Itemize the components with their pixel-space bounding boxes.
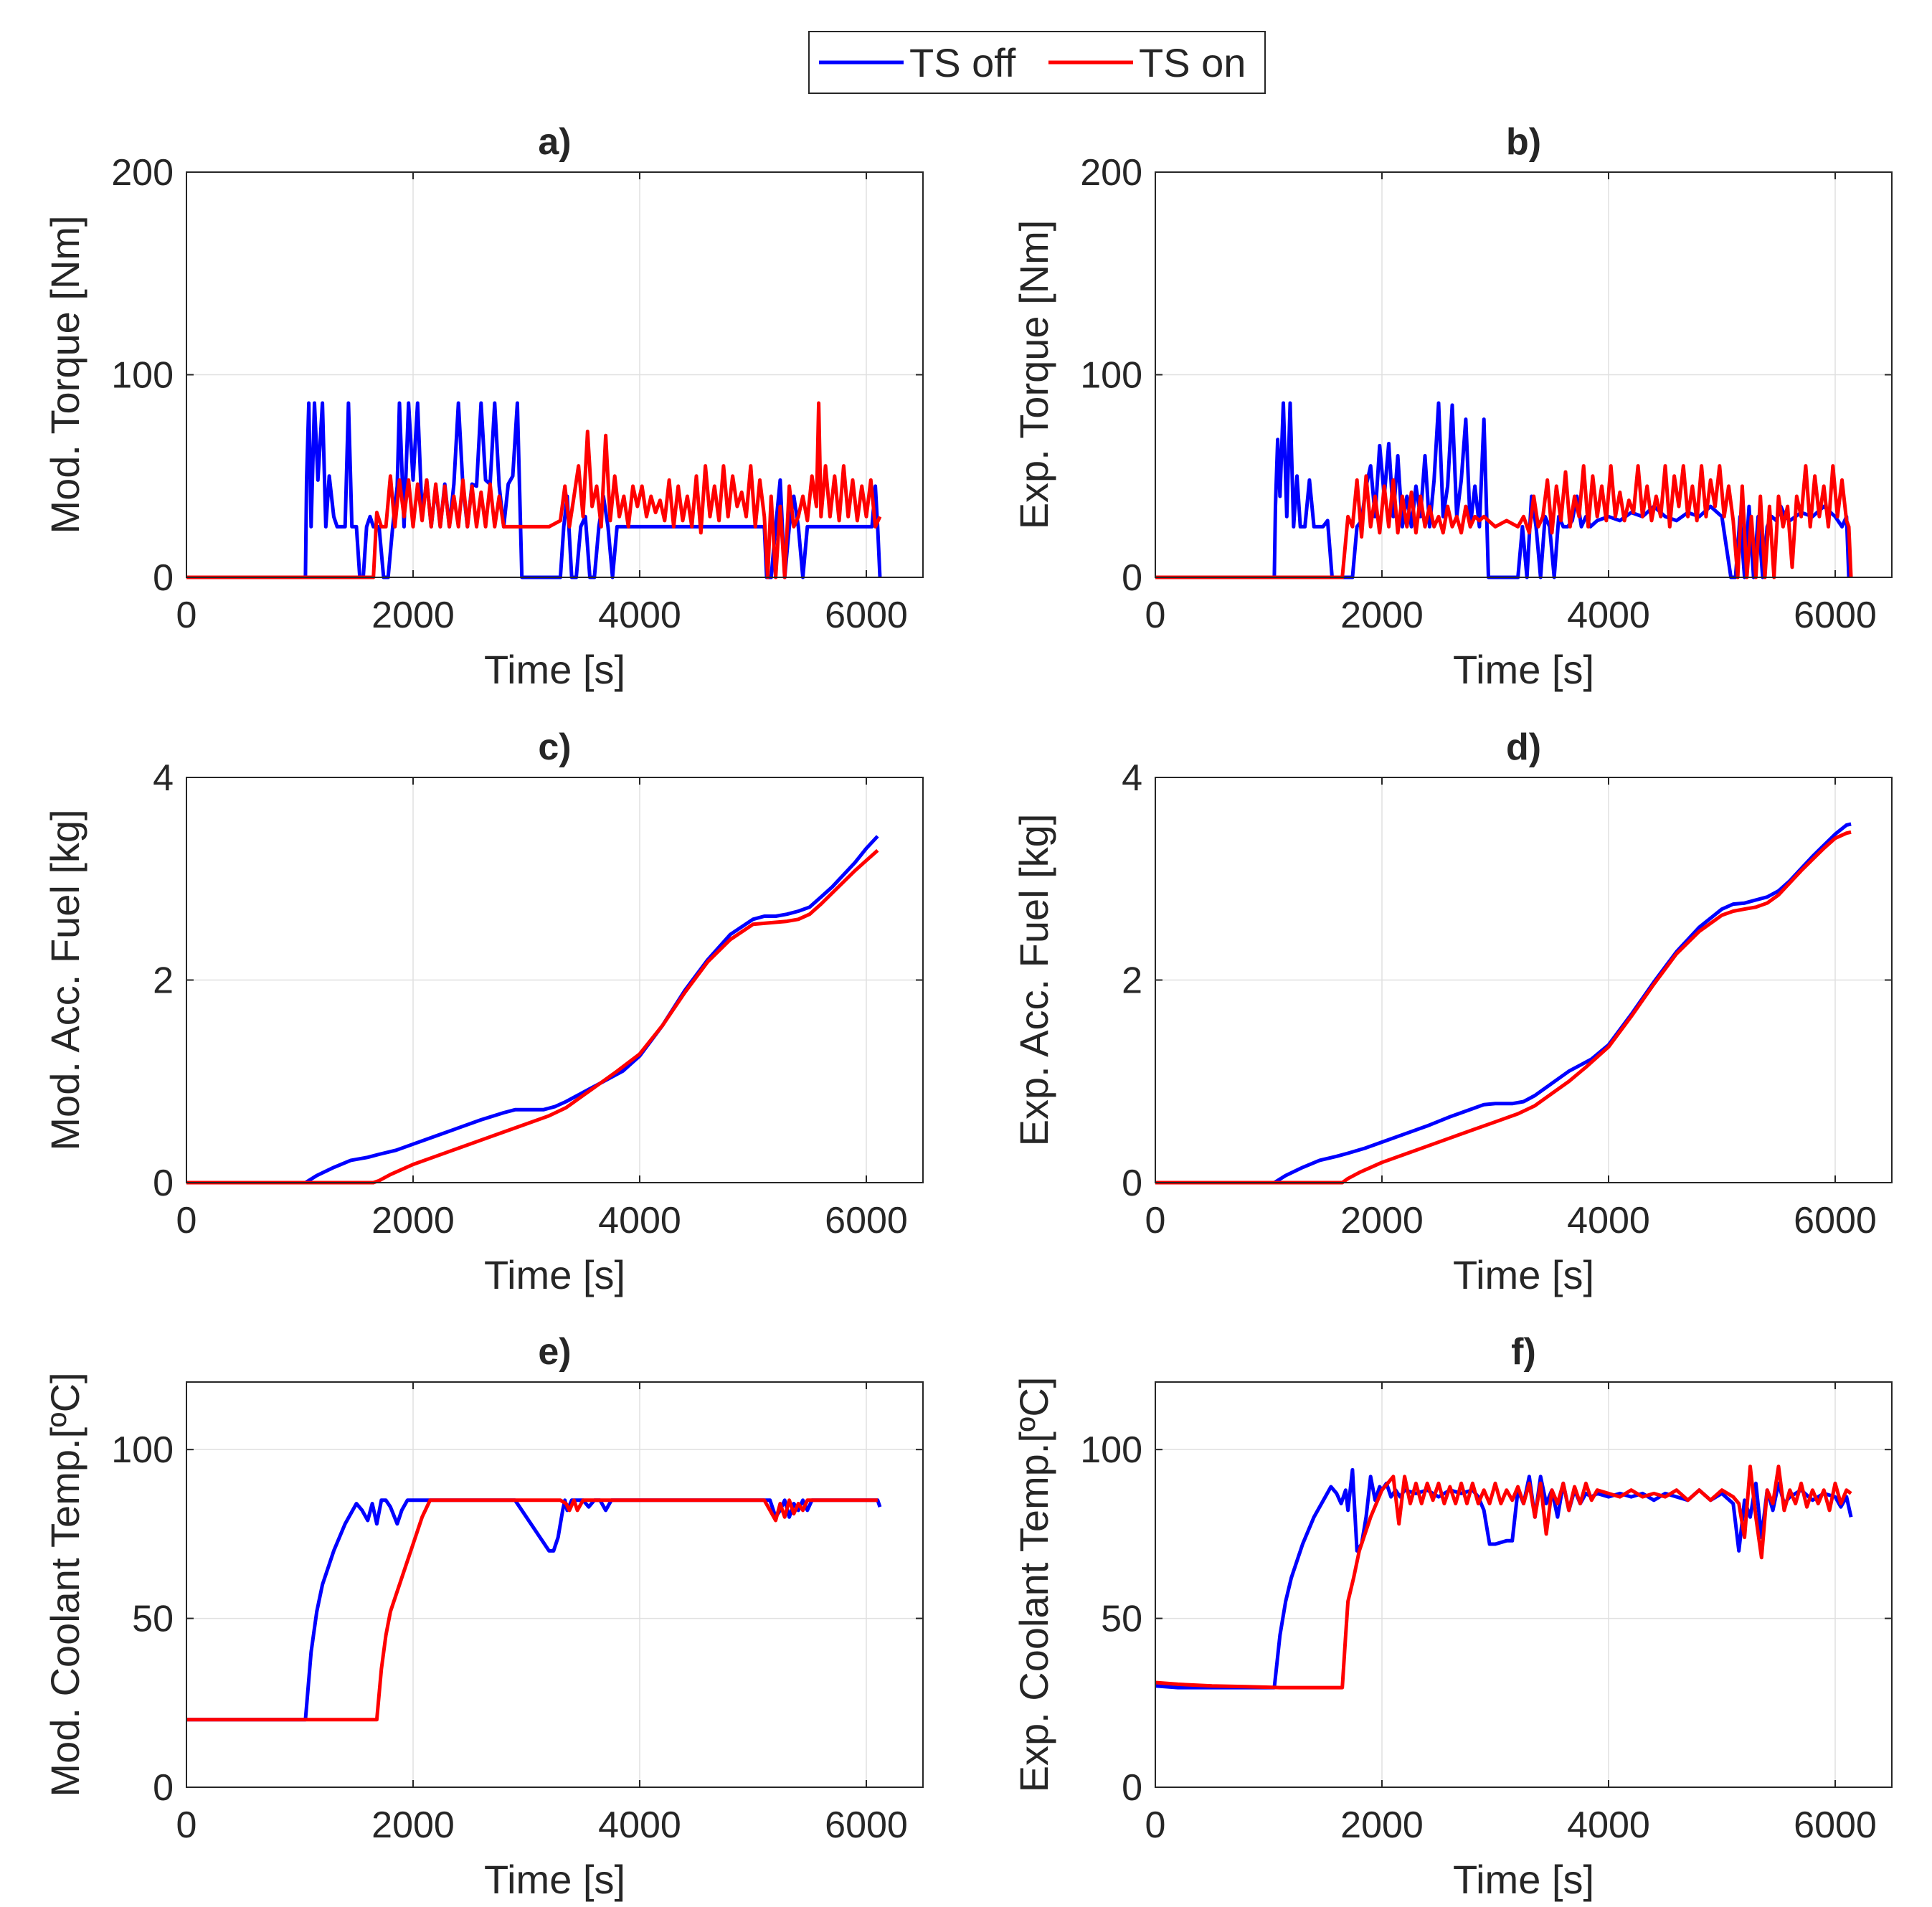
panel-b-xtick-label-2000: 2000: [1340, 595, 1424, 636]
panel-d: 0 2000 4000 6000 0 2 4 d) Time [s] Exp. Acc. Fuel…: [1011, 727, 1893, 1297]
panel-d-ylabel: Exp. Acc. Fuel [kg]: [1011, 814, 1056, 1147]
panel-c-xlabel: Time [s]: [484, 1252, 625, 1297]
panel-b: 0 2000 4000 6000 0 100 200 b) Time [s] Exp. Torqu…: [1011, 121, 1893, 692]
panel-b-xtick-label-4000: 4000: [1567, 595, 1650, 636]
legend-label-ts-on: TS on: [1139, 40, 1246, 85]
panel-e-axes-box: [186, 1381, 924, 1788]
panel-a-xtick-label-2000: 2000: [371, 595, 455, 636]
panel-d-xtick-label-2000: 2000: [1340, 1200, 1424, 1241]
panel-c-ytick-label-4: 4: [153, 757, 174, 799]
panel-f-ylabel: Exp. Coolant Temp.[ºC]: [1011, 1377, 1056, 1793]
panel-c-xtick-label-4000: 4000: [598, 1200, 681, 1241]
panel-b-title: b): [1506, 121, 1541, 163]
panel-f-plot-area: [1155, 1382, 1892, 1787]
panel-b-ytick-label-0: 0: [1122, 557, 1142, 599]
panel-a-xlabel: Time [s]: [484, 647, 625, 692]
panel-d-line-ts-on: [1155, 830, 1852, 1185]
panel-d-xtick-label-0: 0: [1145, 1200, 1166, 1241]
panel-f: 0 2000 4000 6000 0 50 100 f) Time [s] Exp. Coolan…: [1011, 1331, 1893, 1902]
panel-c-title: c): [538, 727, 571, 768]
panel-b-ytick-label-200: 200: [1080, 152, 1142, 194]
panel-d-xtick-label-6000: 6000: [1794, 1200, 1877, 1241]
panel-c: 0 2000 4000 6000 0 2 4 c) Time [s] Mod. Acc. Fuel…: [42, 727, 924, 1297]
legend-label-ts-off: TS off: [909, 40, 1016, 85]
panel-e: 0 2000 4000 6000 0 50 100 e) Time [s] Mod. Coolan…: [42, 1331, 924, 1902]
panel-b-ylabel: Exp. Torque [Nm]: [1011, 220, 1056, 530]
panel-f-xlabel: Time [s]: [1453, 1857, 1594, 1902]
panel-b-xtick-label-6000: 6000: [1794, 595, 1877, 636]
panel-d-ytick-label-2: 2: [1122, 960, 1142, 1002]
panel-d-ytick-label-0: 0: [1122, 1163, 1142, 1204]
panel-f-ytick-label-0: 0: [1122, 1767, 1142, 1809]
panel-e-ytick-label-0: 0: [153, 1767, 174, 1809]
panel-f-axes-box: [1155, 1381, 1893, 1788]
panel-c-xtick-label-0: 0: [176, 1200, 197, 1241]
panel-a-xtick-label-4000: 4000: [598, 595, 681, 636]
panel-f-xtick-label-0: 0: [1145, 1804, 1166, 1846]
panel-a: 0 2000 4000 6000 0 100 200 a) Time [s] Mod. Torqu…: [42, 121, 924, 692]
panel-b-line-ts-on: [1155, 464, 1853, 579]
panel-d-ytick-label-4: 4: [1122, 757, 1142, 799]
panel-c-xtick-label-6000: 6000: [825, 1200, 908, 1241]
panel-a-ytick-label-0: 0: [153, 557, 174, 599]
panel-a-xtick-label-0: 0: [176, 595, 197, 636]
panel-b-xtick-label-0: 0: [1145, 595, 1166, 636]
panel-f-ytick-label-100: 100: [1080, 1429, 1142, 1471]
panel-e-xtick-label-4000: 4000: [598, 1804, 681, 1846]
panel-c-line-ts-on: [186, 848, 879, 1185]
panel-e-xtick-label-0: 0: [176, 1804, 197, 1846]
panel-a-title: a): [538, 121, 571, 163]
panel-e-line-ts-off: [186, 1498, 882, 1722]
panel-f-xtick-label-6000: 6000: [1794, 1804, 1877, 1846]
panel-e-title: e): [538, 1331, 571, 1373]
panel-e-ytick-label-100: 100: [111, 1429, 174, 1471]
panel-b-ytick-label-100: 100: [1080, 355, 1142, 397]
panel-a-ylabel: Mod. Torque [Nm]: [42, 215, 87, 534]
panel-f-xtick-label-2000: 2000: [1340, 1804, 1424, 1846]
panel-e-xtick-label-6000: 6000: [825, 1804, 908, 1846]
panel-d-xlabel: Time [s]: [1453, 1252, 1594, 1297]
panel-e-xlabel: Time [s]: [484, 1857, 625, 1902]
panel-f-xtick-label-4000: 4000: [1567, 1804, 1650, 1846]
panel-d-xtick-label-4000: 4000: [1567, 1200, 1650, 1241]
panel-d-title: d): [1506, 727, 1541, 768]
panel-d-line-ts-off: [1155, 822, 1852, 1185]
panel-e-ylabel: Mod. Coolant Temp.[ºC]: [42, 1372, 87, 1797]
panel-c-ylabel: Mod. Acc. Fuel [kg]: [42, 809, 87, 1150]
panel-e-line-ts-on: [186, 1498, 878, 1722]
panel-e-plot-area: [186, 1382, 923, 1787]
panel-b-xlabel: Time [s]: [1453, 647, 1594, 692]
panel-c-ytick-label-0: 0: [153, 1163, 174, 1204]
panel-f-line-ts-on: [1155, 1464, 1852, 1690]
panel-a-xtick-label-6000: 6000: [825, 595, 908, 636]
panel-a-ytick-label-100: 100: [111, 355, 174, 397]
panel-a-ytick-label-200: 200: [111, 152, 174, 194]
panel-c-xtick-label-2000: 2000: [371, 1200, 455, 1241]
legend: TS off TS on: [808, 31, 1266, 94]
panel-f-ytick-label-50: 50: [1101, 1599, 1142, 1640]
panel-a-line-ts-on: [186, 401, 882, 579]
panel-e-ytick-label-50: 50: [132, 1599, 174, 1640]
panel-f-title: f): [1511, 1331, 1536, 1373]
panel-e-xtick-label-2000: 2000: [371, 1804, 455, 1846]
panel-c-ytick-label-2: 2: [153, 960, 174, 1002]
